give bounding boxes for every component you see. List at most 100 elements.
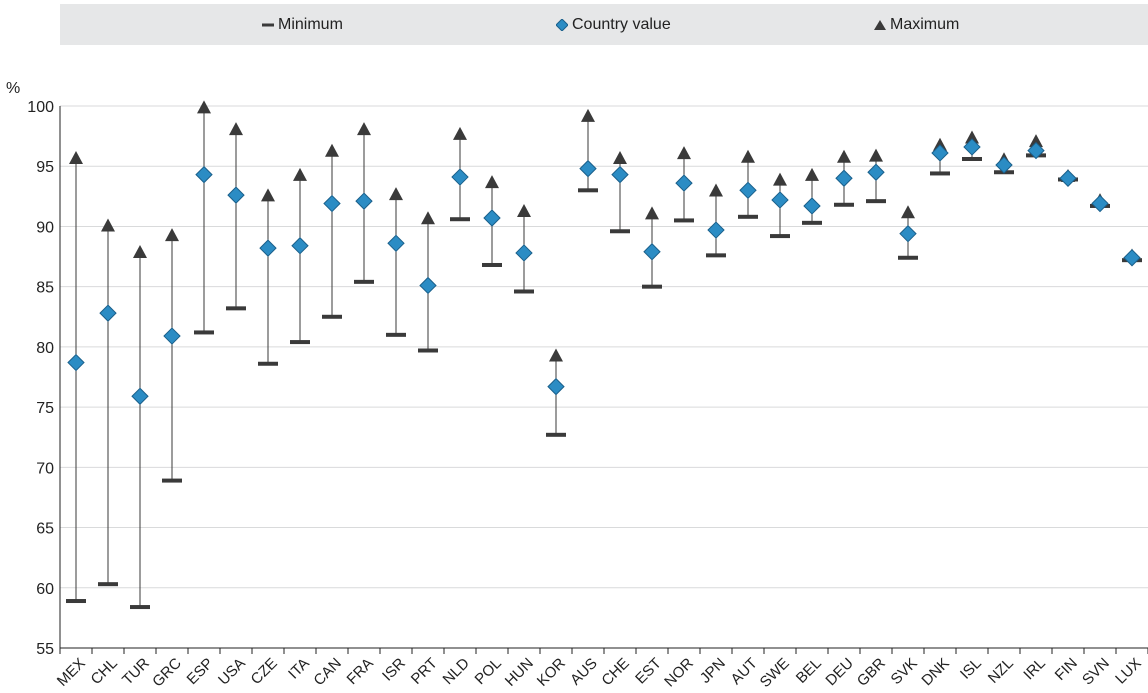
x-label-svk: SVK (888, 655, 921, 688)
value-mark-can (323, 194, 341, 213)
value-mark-est (643, 243, 661, 261)
x-label-nld: NLD (440, 655, 473, 688)
value-mark-deu (835, 169, 853, 187)
x-label-ita: ITA (285, 655, 313, 683)
value-mark-grc (163, 327, 181, 345)
y-tick-label-90: 90 (36, 219, 54, 236)
value-mark-swe (771, 191, 789, 209)
value-mark-chl (99, 304, 117, 322)
y-axis-unit-label: % (6, 80, 20, 97)
y-tick-label-75: 75 (36, 400, 54, 417)
minimum-mark-grc (162, 478, 182, 483)
minimum-mark-aus (578, 188, 598, 193)
value-mark-tur (131, 387, 149, 405)
maximum-mark-bel (805, 167, 819, 181)
x-label-jpn: JPN (697, 655, 729, 687)
minimum-mark-cze (258, 361, 278, 366)
minimum-mark-che (610, 229, 630, 234)
x-label-prt: PRT (408, 655, 441, 688)
value-mark-aus (579, 159, 597, 178)
minimum-mark-pol (482, 262, 502, 267)
x-label-mex: MEX (54, 655, 89, 690)
value-mark-esp (195, 165, 213, 184)
x-label-esp: ESP (184, 655, 217, 688)
maximum-mark-prt (421, 211, 435, 225)
value-mark-jpn (707, 221, 725, 239)
maximum-mark-kor (549, 348, 563, 362)
x-label-che: CHE (598, 655, 632, 689)
x-label-nzl: NZL (985, 655, 1017, 687)
minimum-mark-swe (770, 234, 790, 239)
value-mark-lux (1123, 249, 1141, 267)
legend-item-maximum: Maximum (874, 4, 959, 45)
x-label-est: EST (632, 655, 665, 688)
x-label-isr: ISR (379, 655, 409, 685)
minimum-mark-can (322, 314, 342, 319)
value-mark-nzl (995, 156, 1013, 174)
maximum-mark-che (613, 150, 627, 164)
maximum-mark-can (325, 143, 339, 157)
minimum-mark-mex (66, 599, 86, 604)
diamond-icon (556, 18, 568, 31)
maximum-mark-svk (901, 205, 915, 219)
minimum-mark-kor (546, 432, 566, 437)
maximum-mark-fra (357, 122, 371, 136)
maximum-mark-jpn (709, 183, 723, 197)
x-label-fin: FIN (1052, 655, 1081, 684)
x-label-deu: DEU (822, 655, 856, 689)
minimum-mark-est (642, 284, 662, 289)
maximum-mark-ita (293, 167, 307, 181)
x-label-bel: BEL (793, 655, 825, 687)
maximum-mark-isl (965, 130, 979, 144)
minimum-mark-prt (418, 348, 438, 353)
x-label-chl: CHL (88, 655, 121, 688)
minimum-mark-dnk (930, 171, 950, 176)
minimum-mark-tur (130, 605, 150, 610)
minimum-mark-isr (386, 332, 406, 337)
value-mark-che (611, 165, 629, 184)
value-mark-irl (1027, 141, 1045, 160)
triangle-up-icon (874, 19, 886, 30)
x-label-swe: SWE (757, 655, 793, 691)
value-mark-fin (1059, 169, 1077, 187)
maximum-mark-est (645, 206, 659, 220)
y-tick-label-80: 80 (36, 340, 54, 357)
minimum-mark-hun (514, 289, 534, 294)
value-mark-pol (483, 209, 501, 227)
maximum-mark-gbr (869, 148, 883, 162)
maximum-mark-irl (1029, 134, 1043, 148)
legend-country-value-label: Country value (572, 15, 671, 33)
value-mark-isl (963, 138, 981, 156)
x-label-can: CAN (310, 655, 344, 689)
x-label-pol: POL (472, 655, 505, 688)
x-label-grc: GRC (149, 655, 185, 691)
maximum-mark-aut (741, 149, 755, 163)
value-mark-kor (547, 377, 565, 396)
x-label-fra: FRA (344, 655, 377, 688)
maximum-mark-pol (485, 175, 499, 189)
gridlines (60, 105, 1148, 589)
minimum-mark-chl (98, 582, 118, 587)
y-tick-label-70: 70 (36, 460, 54, 477)
value-mark-dnk (931, 144, 949, 162)
minimum-mark-deu (834, 202, 854, 207)
x-label-svn: SVN (1079, 655, 1113, 689)
value-mark-ita (291, 237, 309, 255)
x-label-hun: HUN (502, 655, 537, 690)
value-mark-fra (355, 192, 373, 210)
x-label-dnk: DNK (918, 655, 952, 689)
y-tick-label-60: 60 (36, 581, 54, 598)
minimum-mark-bel (802, 220, 822, 225)
minimum-mark-aut (738, 214, 758, 219)
x-label-nor: NOR (661, 655, 697, 691)
value-mark-nld (451, 168, 469, 186)
minimum-mark-isl (962, 156, 982, 161)
x-label-usa: USA (215, 655, 249, 689)
x-label-cze: CZE (248, 655, 281, 688)
data-marks (66, 100, 1142, 610)
legend-minimum-label: Minimum (278, 15, 343, 33)
x-label-isl: ISL (957, 655, 985, 683)
minimum-mark-jpn (706, 253, 726, 258)
minimum-mark-nld (450, 217, 470, 222)
